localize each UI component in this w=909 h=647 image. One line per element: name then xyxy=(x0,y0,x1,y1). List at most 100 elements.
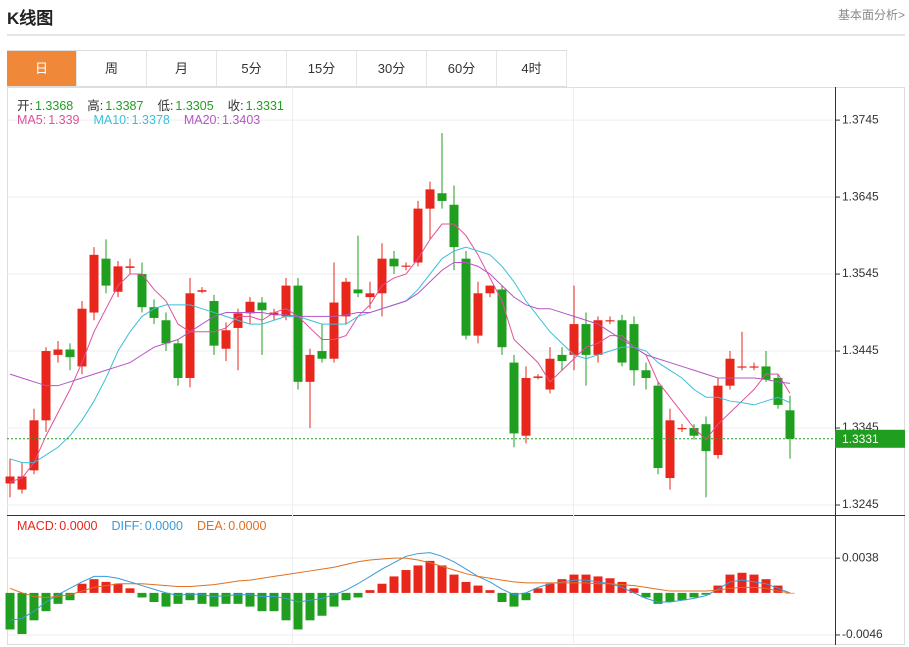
info-value: 1.3305 xyxy=(175,99,214,113)
macd-bar xyxy=(785,592,795,594)
candle-body xyxy=(5,476,15,484)
candle-body xyxy=(473,293,483,336)
candle-body xyxy=(569,324,579,355)
macd-bar xyxy=(749,574,759,593)
candle-body xyxy=(689,428,699,436)
macd-bar xyxy=(605,578,615,593)
info-label: 低: xyxy=(157,99,174,113)
macd-bar xyxy=(305,592,315,621)
y-tick-label: 1.3645 xyxy=(842,189,879,203)
candle-body xyxy=(497,289,507,348)
candle-body xyxy=(449,204,459,248)
macd-bar xyxy=(365,590,375,593)
ma-legend: MA5: 1.339 MA10: 1.3378 MA20: 1.3403 xyxy=(17,113,274,127)
candle-body xyxy=(269,312,279,315)
macd-bar xyxy=(221,592,231,604)
info-label: 开: xyxy=(17,99,33,113)
candle-body xyxy=(17,476,27,490)
info-value: 1.3368 xyxy=(34,99,74,113)
candle-body xyxy=(341,281,351,317)
macd-bar xyxy=(497,592,507,603)
macd-bar xyxy=(677,592,687,601)
candle-body xyxy=(65,349,75,358)
macd-bar xyxy=(437,565,447,593)
macd-bar xyxy=(197,592,207,604)
macd-bar xyxy=(557,579,567,593)
legend-value: 1.3378 xyxy=(131,113,170,127)
macd-bar xyxy=(257,592,267,612)
candle-body xyxy=(665,420,675,479)
candle-body xyxy=(53,349,63,355)
legend-value: 1.3403 xyxy=(221,113,261,127)
period-tabs: 日周月 5分 15分 30分 60分 4时 xyxy=(7,50,567,87)
legend-value: 0.0000 xyxy=(144,519,183,533)
macd-bar xyxy=(773,585,783,593)
candle-body xyxy=(413,208,423,263)
y-tick-label: 1.3245 xyxy=(842,497,879,511)
info-label: 收: xyxy=(227,99,244,113)
macd-bar xyxy=(569,574,579,593)
fundamental-link[interactable]: 基本面分析> xyxy=(837,8,905,22)
candle-body xyxy=(317,351,327,359)
macd-bar xyxy=(173,592,183,604)
macd-bar xyxy=(17,592,27,635)
macd-bar xyxy=(137,592,147,598)
candle-body xyxy=(485,285,495,294)
macd-bar xyxy=(209,592,219,607)
info-value: 1.3331 xyxy=(245,99,284,113)
macd-bar xyxy=(185,592,195,601)
y-tick-label: 1.3545 xyxy=(842,266,879,280)
candle-body xyxy=(353,289,363,294)
candle-body xyxy=(773,377,783,405)
macd-bar xyxy=(425,560,435,593)
macd-bar xyxy=(101,581,111,593)
period-tab[interactable]: 15分 xyxy=(287,51,357,86)
candle-body xyxy=(161,320,171,344)
period-tab[interactable]: 4时 xyxy=(497,51,567,86)
period-tab[interactable]: 5分 xyxy=(217,51,287,86)
macd-bar xyxy=(761,579,771,593)
macd-bar xyxy=(653,592,663,604)
macd-line xyxy=(9,557,791,598)
candle-body xyxy=(257,302,267,311)
period-tab[interactable]: 日 xyxy=(7,51,77,86)
candle-body xyxy=(29,420,39,471)
macd-bar xyxy=(113,583,123,593)
macd-bar xyxy=(53,592,63,604)
macd-bar xyxy=(161,592,171,607)
y-tick-label: -0.0046 xyxy=(842,627,883,641)
macd-bar xyxy=(389,576,399,593)
ohlc-info: 开: 1.3368 高: 1.3387 低: 1.3305 收: 1.3331 xyxy=(17,95,298,114)
candle-body xyxy=(785,410,795,439)
macd-bar xyxy=(293,592,303,630)
y-tick-label: 0.0038 xyxy=(842,550,879,564)
candle-body xyxy=(305,354,315,382)
candle-body xyxy=(101,258,111,286)
macd-bar xyxy=(353,592,363,598)
macd-bar xyxy=(413,565,423,593)
legend-label: MA10: xyxy=(93,113,130,127)
period-tab[interactable]: 月 xyxy=(147,51,217,86)
candle-body xyxy=(677,428,687,430)
macd-bar xyxy=(5,592,15,630)
candle-body xyxy=(653,385,663,469)
macd-bar xyxy=(581,574,591,593)
legend-label: MA20: xyxy=(183,113,220,127)
period-tab[interactable]: 周 xyxy=(77,51,147,86)
period-tab[interactable]: 30分 xyxy=(357,51,427,86)
period-tab[interactable]: 60分 xyxy=(427,51,497,86)
macd-bar xyxy=(689,592,699,598)
y-tick-label: 1.3445 xyxy=(842,343,879,357)
macd-bar xyxy=(329,592,339,607)
legend-label: MA5: xyxy=(17,113,47,127)
page-title: K线图 xyxy=(7,9,54,28)
macd-bar xyxy=(461,581,471,593)
candle-body xyxy=(245,301,255,314)
candle-body xyxy=(461,258,471,336)
macd-bar xyxy=(29,592,39,621)
candle-body xyxy=(293,285,303,382)
macd-bar xyxy=(245,592,255,607)
macd-bar xyxy=(401,570,411,593)
macd-bar xyxy=(65,592,75,601)
candle-body xyxy=(593,320,603,355)
